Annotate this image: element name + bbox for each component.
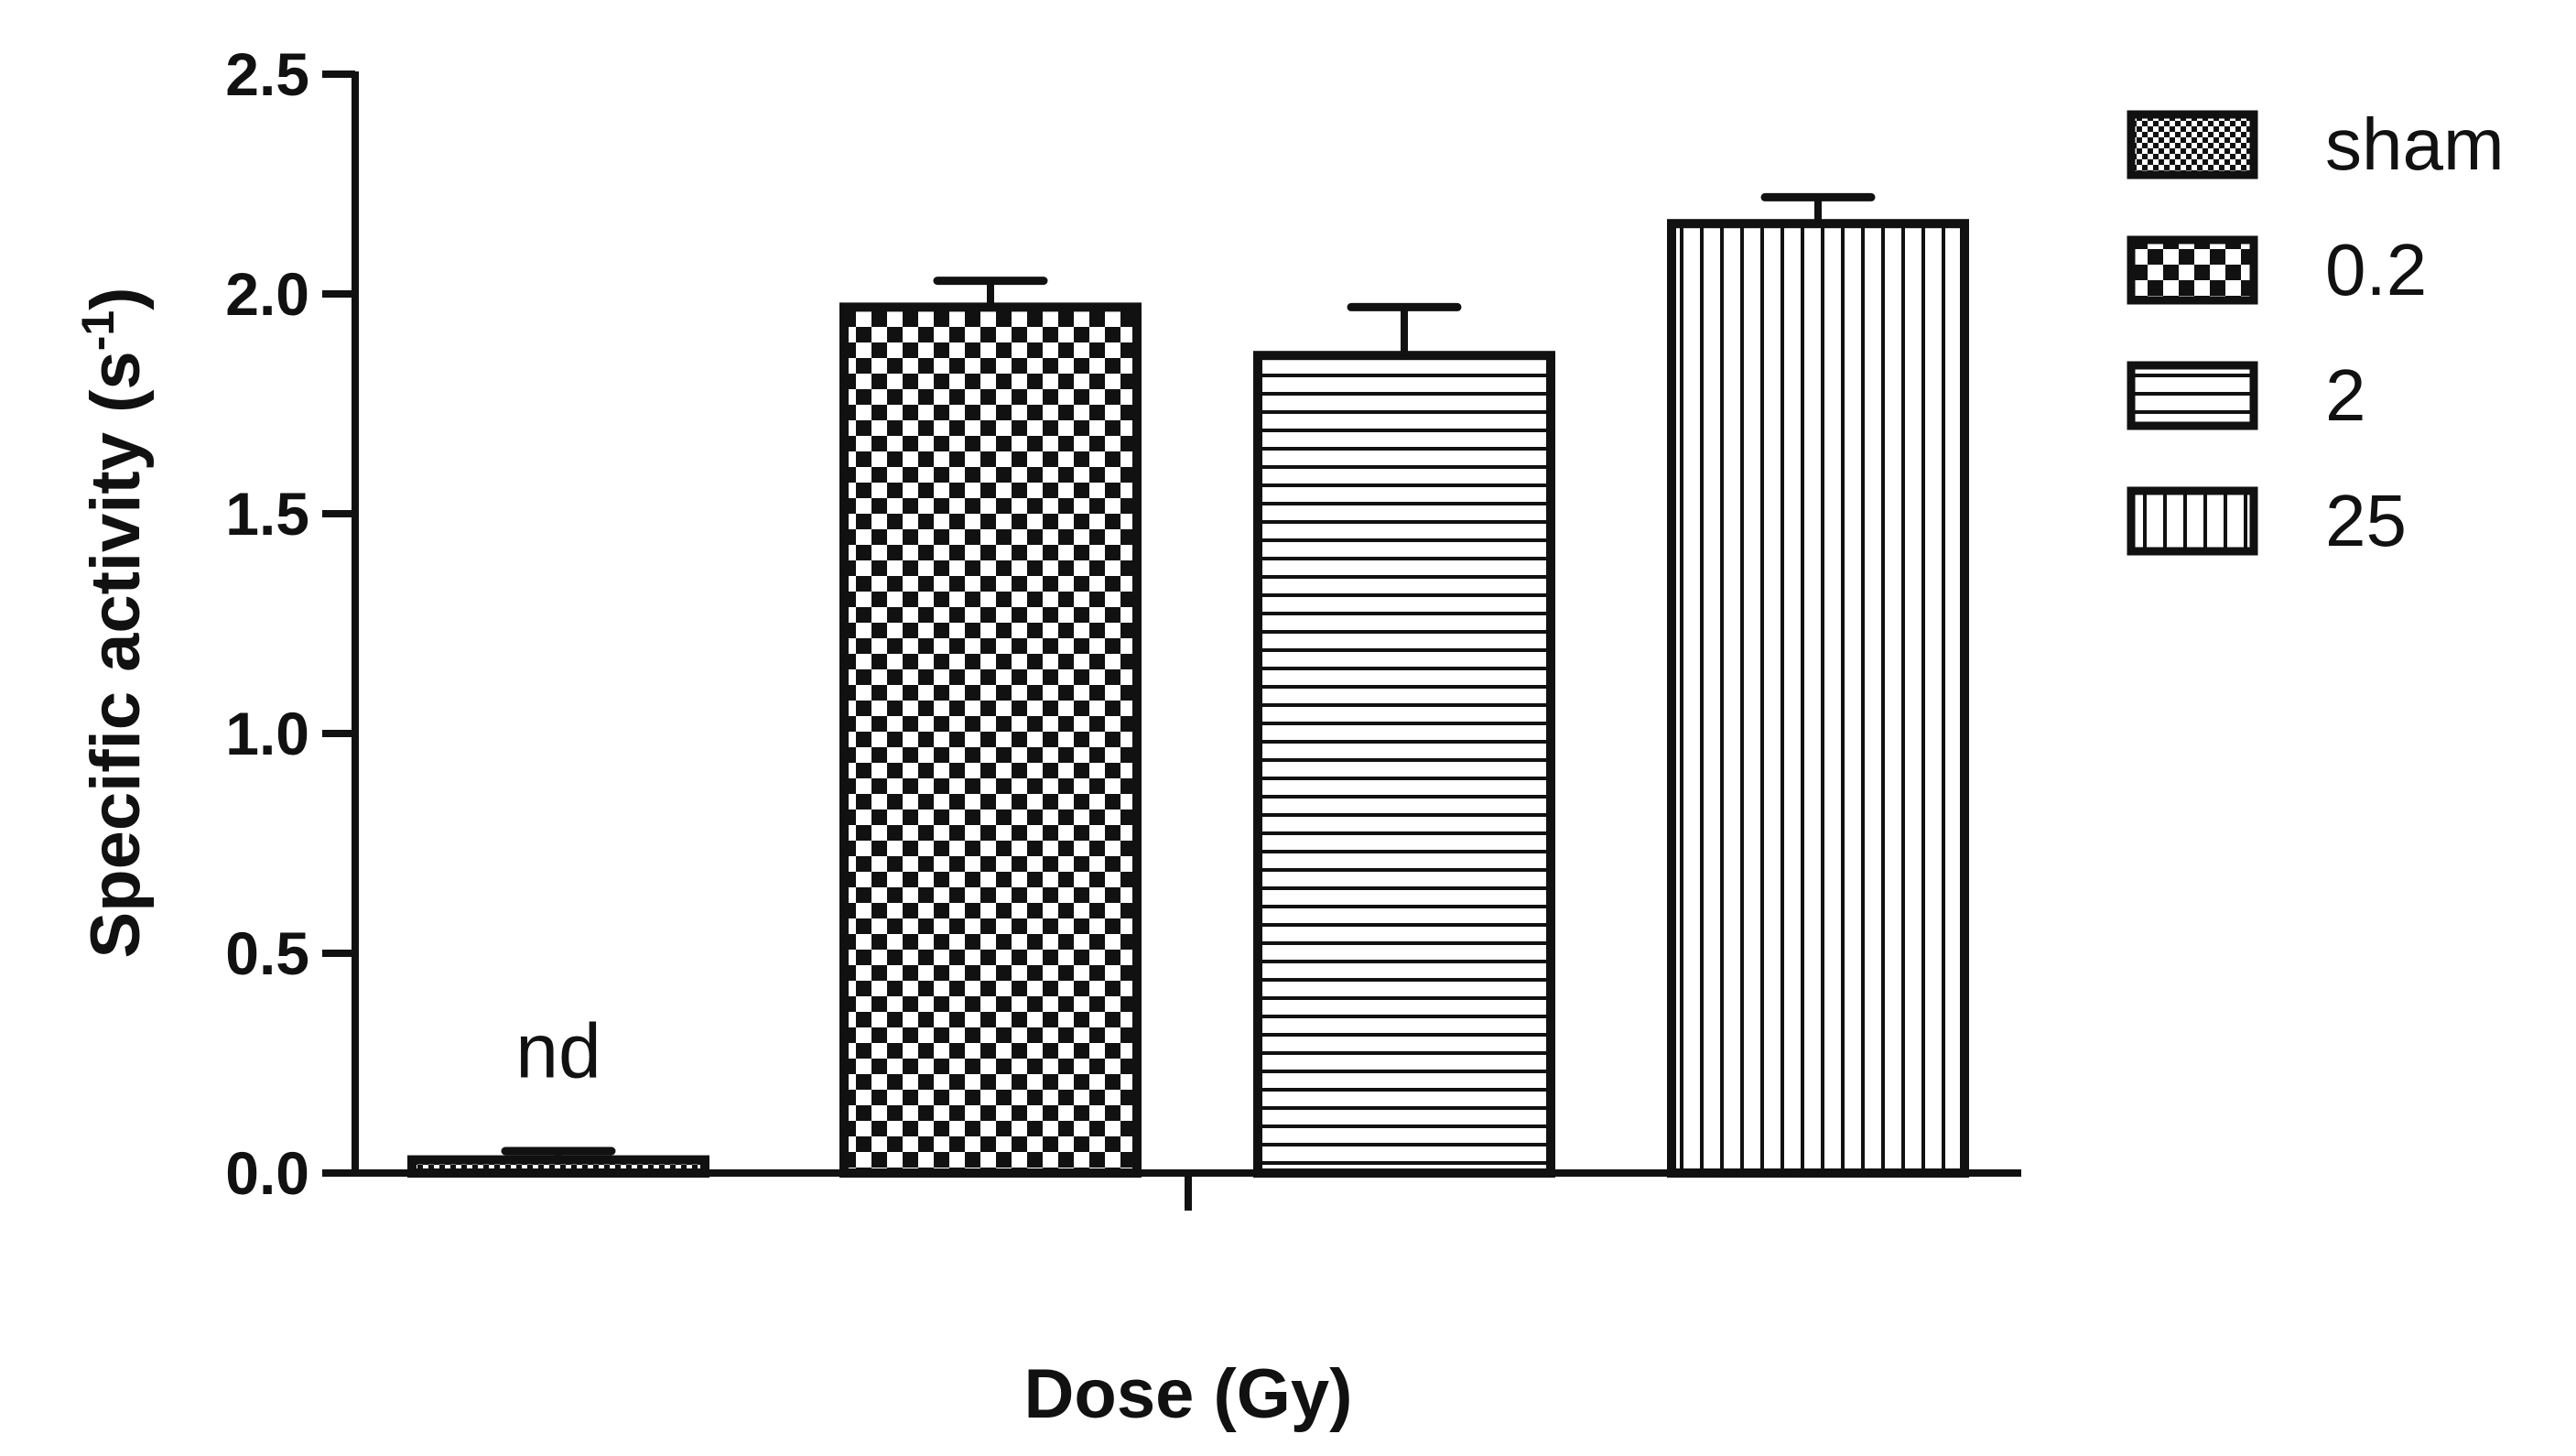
bar-annotation: nd	[515, 1008, 601, 1094]
y-axis-title-sup: -1	[72, 310, 124, 351]
legend-label-2: 2	[2325, 354, 2366, 436]
legend-label-25: 25	[2325, 480, 2407, 561]
y-tick-label: 0.0	[225, 1139, 309, 1207]
y-tick-label: 1.0	[225, 700, 309, 767]
bar-25	[1667, 219, 1969, 1179]
y-axis-title-main: Specific activity (s	[77, 351, 155, 958]
legend-swatch-0.2	[2127, 235, 2258, 305]
legend-label-0.2: 0.2	[2325, 229, 2427, 310]
bar-0.2	[839, 302, 1142, 1178]
legend-swatch-sham	[2127, 110, 2258, 179]
legend-swatch-2	[2127, 361, 2258, 430]
bar-2	[1253, 351, 1555, 1178]
y-tick-label: 2.5	[225, 40, 309, 108]
y-tick-label: 1.5	[225, 480, 309, 548]
bar-group: nd	[407, 192, 1969, 1179]
y-axis-title-close: )	[77, 288, 155, 310]
legend-swatch-25	[2127, 486, 2258, 556]
x-axis-title: Dose (Gy)	[1024, 1355, 1353, 1433]
y-axis-title: Specific activity (s-1)	[72, 288, 155, 959]
legend: sham 0.2 2 25	[2127, 103, 2505, 561]
legend-label-sham: sham	[2325, 103, 2505, 185]
y-tick-label: 0.5	[225, 919, 309, 987]
y-tick-label: 2.0	[225, 260, 309, 328]
y-axis-ticks: 0.0 0.5 1.0 1.5 2.0 2.5	[225, 40, 355, 1207]
bar-sham	[407, 1155, 709, 1178]
